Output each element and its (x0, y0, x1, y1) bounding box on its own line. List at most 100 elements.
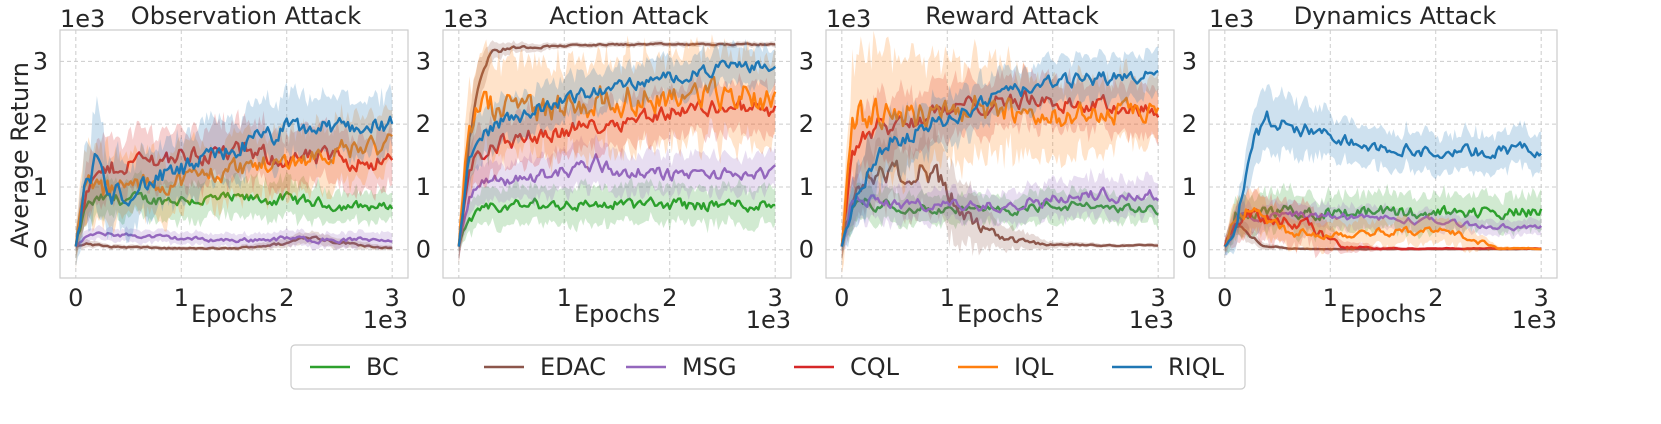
x-tick-label: 1 (174, 284, 189, 312)
x-tick-label: 2 (662, 284, 677, 312)
y-tick-label: 2 (1182, 110, 1197, 138)
x-tick-label: 2 (1428, 284, 1443, 312)
legend-label: RIQL (1168, 353, 1225, 381)
panel-3: 0 1 2 3 0 1 2 3 Reward Attack 1e3 1e3 Epochs (799, 2, 1175, 334)
x-tick-label: 0 (68, 284, 83, 312)
x-tick-label: 3 (1151, 284, 1166, 312)
x-multiplier-label: 1e3 (1129, 306, 1174, 334)
legend-entry-bc: BC (310, 353, 399, 381)
band-bc (458, 177, 776, 253)
band-msg (75, 224, 393, 251)
band-edac (458, 40, 776, 262)
legend-entry-cql: CQL (794, 353, 900, 381)
x-tick-label: 0 (451, 284, 466, 312)
legend-frame (290, 344, 1246, 390)
line-riql (457, 59, 777, 247)
x-tick-label: 2 (279, 284, 294, 312)
y-tick-label: 2 (799, 110, 814, 138)
band-bc (75, 169, 393, 259)
band-iql (75, 103, 393, 270)
line-bc (1223, 204, 1543, 248)
y-tick-label: 1 (33, 173, 48, 201)
y-tick-label: 2 (416, 110, 431, 138)
y-tick-label: 0 (416, 236, 431, 264)
panel-4: 0 1 2 3 0 1 2 3 Dynamics Attack 1e3 1e3 Epochs (1182, 2, 1558, 334)
legend: BC EDAC MSG CQL IQL RIQL (290, 344, 1246, 390)
y-multiplier-label: 1e3 (1209, 5, 1254, 33)
band-cql (841, 63, 1159, 263)
x-axis-label: Epochs (191, 300, 277, 328)
line-msg (1223, 210, 1543, 248)
legend-label: CQL (850, 353, 900, 381)
y-multiplier-label: 1e3 (826, 5, 871, 33)
line-bc (457, 196, 776, 247)
band-msg (841, 167, 1159, 262)
y-tick-label: 2 (33, 110, 48, 138)
line-iql (74, 133, 393, 247)
panel-1: 0 1 2 3 0 1 2 3 Observation Attack 1e3 1e3 Epochs (33, 2, 409, 334)
line-msg (840, 186, 1160, 247)
legend-label: IQL (1014, 353, 1054, 381)
y-tick-label: 3 (799, 47, 814, 75)
plot-area (457, 34, 777, 265)
x-tick-label: 3 (385, 284, 400, 312)
line-riql (74, 115, 394, 247)
band-cql (75, 109, 393, 258)
line-cql (840, 89, 1160, 247)
line-cql (1223, 208, 1542, 251)
x-axis-label: Epochs (957, 300, 1043, 328)
x-tick-label: 1 (940, 284, 955, 312)
band-riql (841, 46, 1159, 252)
x-tick-label: 0 (834, 284, 849, 312)
x-axis-label: Epochs (574, 300, 660, 328)
x-tick-label: 1 (1323, 284, 1338, 312)
band-edac (75, 230, 393, 252)
y-tick-label: 0 (33, 236, 48, 264)
y-tick-label: 0 (799, 236, 814, 264)
y-axis-label: Average Return (6, 62, 34, 248)
line-iql (457, 75, 777, 247)
band-msg (458, 133, 776, 261)
line-iql (1223, 207, 1542, 251)
band-iql (841, 30, 1159, 275)
x-tick-label: 0 (1217, 284, 1232, 312)
x-multiplier-label: 1e3 (1512, 306, 1557, 334)
panel-title: Observation Attack (131, 2, 361, 30)
y-tick-label: 1 (416, 173, 431, 201)
panel-2: 0 1 2 3 0 1 2 3 Action Attack 1e3 1e3 Epochs (416, 2, 792, 334)
panel-title: Reward Attack (925, 2, 1099, 30)
line-cql (457, 97, 777, 247)
band-msg (1224, 198, 1542, 256)
legend-label: EDAC (540, 353, 606, 381)
y-multiplier-label: 1e3 (60, 5, 105, 33)
band-cql (1224, 185, 1542, 259)
line-edac (840, 159, 1159, 248)
band-bc (841, 181, 1159, 263)
x-tick-label: 3 (1534, 284, 1549, 312)
legend-label: MSG (682, 353, 737, 381)
y-tick-label: 1 (799, 173, 814, 201)
y-tick-label: 0 (1182, 236, 1197, 264)
x-multiplier-label: 1e3 (363, 306, 408, 334)
band-riql (458, 38, 776, 263)
line-msg (457, 153, 776, 247)
x-multiplier-label: 1e3 (746, 306, 791, 334)
plot-frame (442, 29, 792, 279)
x-tick-label: 1 (557, 284, 572, 312)
legend-entry-msg: MSG (626, 353, 737, 381)
panel-title: Action Attack (549, 2, 709, 30)
plot-area (1223, 84, 1543, 259)
legend-label: BC (366, 353, 399, 381)
legend-entry-iql: IQL (958, 353, 1054, 381)
line-edac (457, 42, 776, 247)
legend-entry-riql: RIQL (1112, 353, 1225, 381)
line-msg (74, 231, 393, 248)
y-tick-label: 3 (416, 47, 431, 75)
band-riql (75, 82, 393, 268)
legend-entry-edac: EDAC (484, 353, 606, 381)
band-edac (841, 120, 1159, 261)
line-cql (74, 140, 394, 247)
line-riql (1223, 110, 1542, 248)
